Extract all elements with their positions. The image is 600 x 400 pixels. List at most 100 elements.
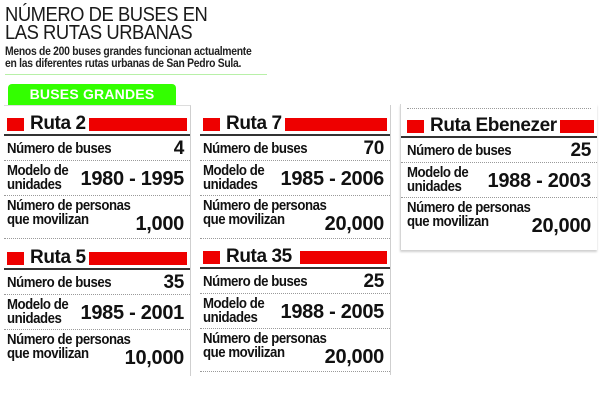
modelo-value: 1988 - 2003 xyxy=(487,170,592,192)
buses-row: Número de buses 25 xyxy=(401,138,597,163)
column-2: Ruta 7 Número de buses 70 Modelo de unida… xyxy=(200,105,391,375)
modelo-row: Modelo de unidades 1988 - 2005 xyxy=(200,294,390,329)
modelo-row: Modelo de unidades 1988 - 2003 xyxy=(401,163,597,198)
modelo-label: Modelo de unidades xyxy=(7,162,69,192)
personas-value: 20,000 xyxy=(324,213,385,235)
subtitle-line-1: Menos de 200 buses grandes funcionan act… xyxy=(5,46,252,58)
red-bar xyxy=(559,119,594,133)
title-line-1: NÚMERO DE BUSES EN xyxy=(5,4,208,26)
personas-label: Número de personas que movilizan xyxy=(7,197,131,228)
route-card-ruta-5: Ruta 5 Número de buses 35 Modelo de unida… xyxy=(4,248,190,372)
column-1: Ruta 2 Número de buses 4 Modelo de unidad… xyxy=(4,105,191,376)
modelo-label-2: unidades xyxy=(203,309,258,326)
red-square-icon xyxy=(203,250,220,264)
modelo-row: Modelo de unidades 1985 - 2006 xyxy=(200,161,390,196)
buses-label: Número de buses xyxy=(203,273,308,290)
modelo-label-2: unidades xyxy=(407,178,462,195)
modelo-label: Modelo de unidades xyxy=(7,296,69,327)
buses-row: Número de buses 35 xyxy=(4,270,190,295)
subtitle: Menos de 200 buses grandes funcionan act… xyxy=(5,46,252,70)
dotted-divider xyxy=(407,108,591,109)
buses-row: Número de buses 70 xyxy=(200,136,390,161)
red-bar xyxy=(284,117,387,131)
route-header: Ruta Ebenezer xyxy=(401,116,597,138)
personas-row: Número de personas que movilizan 10,000 xyxy=(4,330,190,372)
modelo-label-1: Modelo de xyxy=(203,295,265,312)
buses-row: Número de buses 25 xyxy=(200,269,390,294)
route-name: Ruta Ebenezer xyxy=(430,115,557,136)
modelo-label-1: Modelo de xyxy=(407,164,469,181)
buses-value: 35 xyxy=(163,272,184,293)
modelo-label: Modelo de unidades xyxy=(407,164,469,195)
route-card-ruta-2: Ruta 2 Número de buses 4 Modelo de unidad… xyxy=(4,114,190,239)
route-header: Ruta 35 xyxy=(200,247,390,269)
personas-value: 20,000 xyxy=(531,215,592,237)
buses-label: Número de buses xyxy=(7,274,112,291)
red-bar xyxy=(88,251,187,265)
modelo-label: Modelo de unidades xyxy=(203,162,265,193)
route-name: Ruta 2 xyxy=(30,113,86,134)
buses-value: 4 xyxy=(173,138,185,159)
modelo-label-1: Modelo de xyxy=(7,296,69,313)
modelo-label-1: Modelo de xyxy=(203,162,265,179)
modelo-value: 1980 - 1995 xyxy=(80,168,185,190)
personas-label: Número de personas que movilizan xyxy=(7,331,131,362)
column-3: Ruta Ebenezer Número de buses 25 Modelo … xyxy=(400,104,597,250)
red-square-icon xyxy=(7,117,24,131)
personas-label-2: que movilizan xyxy=(407,213,489,230)
buses-label: Número de buses xyxy=(203,140,308,157)
route-name: Ruta 5 xyxy=(30,247,86,268)
buses-label: Número de buses xyxy=(7,140,112,157)
route-name: Ruta 7 xyxy=(226,113,282,134)
buses-row: Número de buses 4 xyxy=(4,136,190,161)
modelo-label: Modelo de unidades xyxy=(203,295,265,326)
route-card-ruta-7: Ruta 7 Número de buses 70 Modelo de unida… xyxy=(200,114,390,239)
personas-label: Número de personas que movilizan xyxy=(203,330,327,361)
personas-label-1: Número de personas xyxy=(407,199,531,216)
modelo-label-2: unidades xyxy=(203,176,258,193)
personas-label: Número de personas que movilizan xyxy=(203,197,327,228)
modelo-row: Modelo de unidades 1980 - 1995 xyxy=(4,161,190,196)
buses-value: 25 xyxy=(570,140,591,161)
modelo-value: 1988 - 2005 xyxy=(280,301,385,323)
route-name: Ruta 35 xyxy=(226,246,292,267)
personas-row: Número de personas que movilizan 20,000 xyxy=(401,198,597,240)
page-title: NÚMERO DE BUSES EN LAS RUTAS URBANAS xyxy=(5,4,208,44)
personas-label-2: que movilizan xyxy=(203,344,285,361)
personas-label-1: Número de personas xyxy=(7,331,131,348)
personas-value: 1,000 xyxy=(135,213,184,235)
personas-label-2: que movilizan xyxy=(7,211,89,228)
personas-label-1: Número de personas xyxy=(203,330,327,347)
modelo-value: 1985 - 2006 xyxy=(280,168,385,190)
personas-value: 10,000 xyxy=(124,347,185,369)
route-header: Ruta 7 xyxy=(200,114,390,136)
route-card-ruta-35: Ruta 35 Número de buses 25 Modelo de unid… xyxy=(200,247,390,372)
route-header: Ruta 2 xyxy=(4,114,190,136)
personas-label-1: Número de personas xyxy=(7,197,131,214)
modelo-label-1: Modelo de xyxy=(7,162,69,179)
category-tab: BUSES GRANDES xyxy=(8,84,176,105)
red-square-icon xyxy=(407,119,424,133)
route-card-ruta-ebenezer: Ruta Ebenezer Número de buses 25 Modelo … xyxy=(401,116,597,240)
personas-label-2: que movilizan xyxy=(203,211,285,228)
personas-label: Número de personas que movilizan xyxy=(407,199,531,230)
divider xyxy=(5,74,267,75)
route-header: Ruta 5 xyxy=(4,248,190,270)
modelo-label-2: unidades xyxy=(7,310,62,327)
modelo-row: Modelo de unidades 1985 - 2001 xyxy=(4,295,190,330)
personas-label-1: Número de personas xyxy=(203,197,327,214)
buses-value: 25 xyxy=(363,271,384,292)
title-line-2: LAS RUTAS URBANAS xyxy=(5,22,193,44)
red-square-icon xyxy=(203,117,220,131)
subtitle-line-2: en las diferentes rutas urbanas de San P… xyxy=(5,58,242,70)
personas-row: Número de personas que movilizan 1,000 xyxy=(4,196,190,239)
personas-value: 20,000 xyxy=(324,346,385,368)
red-bar xyxy=(299,250,387,264)
buses-label: Número de buses xyxy=(407,142,512,159)
modelo-value: 1985 - 2001 xyxy=(80,302,185,324)
red-square-icon xyxy=(7,251,24,265)
buses-value: 70 xyxy=(363,138,384,159)
personas-row: Número de personas que movilizan 20,000 xyxy=(200,196,390,239)
personas-row: Número de personas que movilizan 20,000 xyxy=(200,329,390,372)
personas-label-2: que movilizan xyxy=(7,345,89,362)
